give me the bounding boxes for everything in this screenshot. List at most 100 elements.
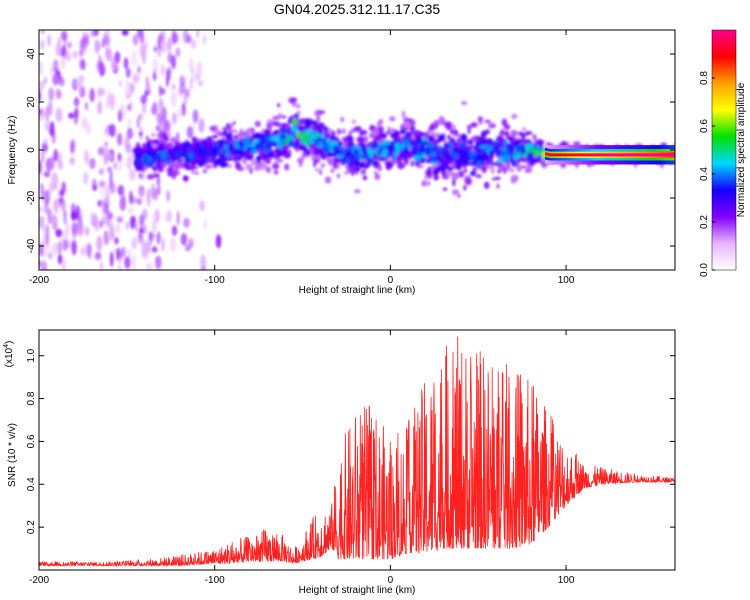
spectrogram-cell bbox=[541, 164, 548, 169]
spectrogram-cell bbox=[255, 161, 260, 169]
spectrogram-cell bbox=[120, 246, 126, 257]
spectrogram-cell bbox=[291, 126, 297, 133]
spectrogram-cell bbox=[110, 96, 115, 112]
spectrogram-cell bbox=[362, 175, 368, 181]
spectrogram-cell bbox=[354, 189, 361, 194]
spectrogram-cell bbox=[305, 139, 311, 144]
spectrogram-cell bbox=[172, 112, 177, 125]
spectrogram-cell bbox=[146, 174, 155, 180]
snr-series-line bbox=[39, 336, 675, 568]
spectrogram-cell bbox=[72, 50, 79, 59]
spectrogram-cell bbox=[171, 83, 176, 91]
spectrogram-cell bbox=[189, 57, 194, 74]
y-tick-label: -40 bbox=[26, 238, 37, 253]
spectrogram-cell bbox=[225, 127, 232, 131]
spectrogram-cell bbox=[271, 163, 280, 170]
spectrogram-cell bbox=[532, 134, 537, 140]
spectrogram-cell bbox=[620, 153, 624, 157]
spectrogram-cell bbox=[520, 165, 527, 169]
spectrogram-cell bbox=[435, 148, 441, 153]
spectrogram-cell bbox=[409, 125, 416, 131]
spectrogram-cell bbox=[578, 153, 581, 157]
spectrogram-cell bbox=[70, 138, 76, 153]
spectrogram-cell bbox=[577, 153, 580, 157]
spectrogram-cell bbox=[89, 87, 95, 103]
spectrogram-cell bbox=[45, 232, 50, 246]
spectrogram-cell bbox=[155, 124, 161, 132]
spectrogram-cell bbox=[556, 153, 559, 157]
spectrogram-cell bbox=[170, 92, 177, 107]
spectrogram-cell bbox=[44, 199, 49, 215]
spectrogram-cell bbox=[505, 164, 509, 172]
spectrogram-cell bbox=[318, 122, 325, 130]
spectrogram-cell bbox=[590, 153, 593, 157]
spectrogram-cell bbox=[451, 162, 457, 170]
spectrogram-cell bbox=[366, 162, 371, 167]
spectrogram-cell bbox=[217, 129, 222, 135]
spectrogram-cell bbox=[526, 143, 530, 151]
spectrogram-cell bbox=[570, 153, 573, 157]
spectrogram-cell bbox=[125, 68, 131, 78]
spectrogram-cell bbox=[153, 45, 157, 53]
spectrogram-cell bbox=[451, 189, 460, 196]
spectrogram-cell bbox=[43, 244, 47, 259]
spectrogram-cell bbox=[626, 153, 629, 157]
spectrogram-cell bbox=[484, 119, 492, 124]
spectrogram-cell bbox=[312, 124, 318, 128]
spectrogram-cell bbox=[156, 231, 161, 245]
spectrogram-cell bbox=[348, 135, 353, 143]
spectrogram-cell bbox=[137, 234, 144, 244]
spectrogram-cell bbox=[228, 157, 237, 161]
spectrogram-cell bbox=[297, 157, 304, 164]
spectrogram-cell bbox=[658, 153, 661, 157]
colorbar-label: Normalized spectral amplitude bbox=[736, 82, 747, 217]
spectrogram-cell bbox=[304, 120, 312, 128]
spectrogram-cell bbox=[266, 143, 270, 149]
spectrogram-cell bbox=[438, 115, 445, 124]
spectrogram-cell bbox=[450, 129, 454, 135]
spectrogram-cell bbox=[272, 121, 280, 127]
spectrogram-cell bbox=[131, 50, 137, 66]
spectrogram-cell bbox=[404, 131, 412, 136]
spectrogram-cell bbox=[296, 103, 301, 109]
spectrogram-cell bbox=[477, 160, 482, 167]
spectrogram-cell bbox=[265, 166, 272, 174]
spectrogram-cell bbox=[445, 166, 452, 170]
spectrogram-cell bbox=[488, 123, 497, 129]
spectrogram-cell bbox=[144, 252, 149, 261]
spectrogram-cell bbox=[564, 153, 567, 157]
spectrogram-cell bbox=[616, 153, 619, 157]
spectrogram-cell bbox=[550, 153, 553, 157]
spectrogram-cell bbox=[39, 159, 42, 175]
spectrogram-cell bbox=[559, 153, 562, 157]
spectrogram-cell bbox=[132, 34, 139, 46]
spectrogram-cell bbox=[361, 146, 367, 154]
spectrogram-cell bbox=[483, 181, 490, 189]
spectrogram-cell bbox=[94, 252, 102, 261]
spectrogram-cell bbox=[183, 217, 190, 228]
spectrogram-cell bbox=[94, 39, 99, 54]
spectrogram-cell bbox=[456, 138, 461, 142]
spectrogram-cell bbox=[463, 185, 467, 191]
spectrogram-cell bbox=[516, 147, 520, 152]
spectrogram-cell bbox=[647, 153, 650, 157]
spectrogram-cell bbox=[290, 133, 294, 141]
spectrogram-cell bbox=[151, 133, 156, 137]
spectrogram-cell bbox=[401, 143, 405, 150]
spectrogram-cell bbox=[318, 110, 326, 114]
spectrogram-cell bbox=[427, 170, 433, 176]
spectrogram-cell bbox=[139, 190, 144, 202]
spectrogram-cell bbox=[137, 113, 143, 121]
spectrogram-cell bbox=[53, 222, 58, 232]
spectrogram-cell bbox=[167, 130, 172, 138]
spectrogram-cell bbox=[492, 162, 498, 166]
spectrogram-cell bbox=[68, 112, 75, 119]
spectrogram-cell bbox=[276, 102, 281, 108]
spectrogram-cell bbox=[53, 59, 59, 71]
spectrogram-cell bbox=[467, 129, 471, 134]
spectrogram-cell bbox=[269, 136, 276, 141]
spectrogram-cell bbox=[71, 234, 77, 247]
spectrogram-cell bbox=[330, 168, 335, 173]
snr-multiplier-base: (x10 bbox=[4, 347, 15, 367]
